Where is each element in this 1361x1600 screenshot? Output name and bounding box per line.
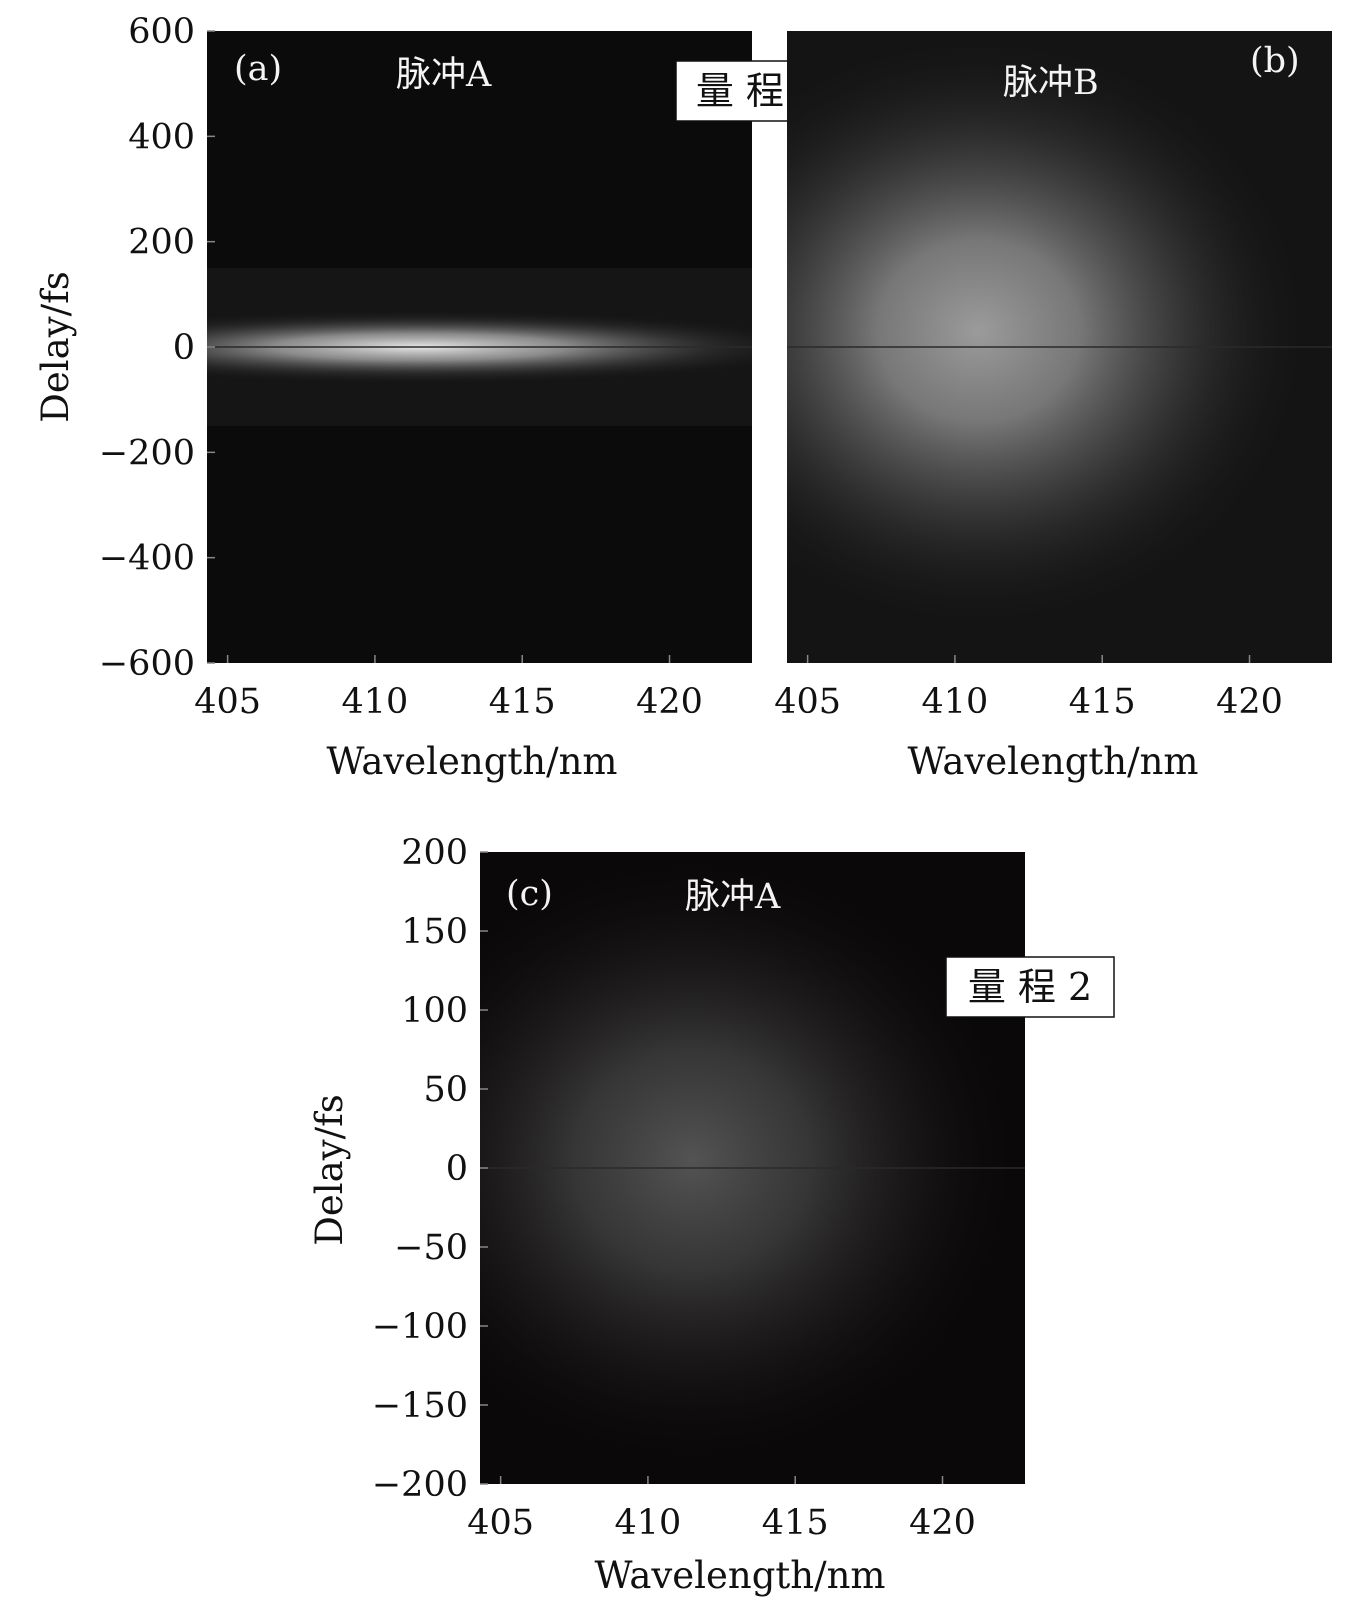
y-tick-label: 100 xyxy=(401,991,468,1031)
x-tick-label: 405 xyxy=(774,682,841,722)
panel-label-c: (c) xyxy=(506,874,553,914)
y-tick-label: 0 xyxy=(446,1149,468,1189)
y-axis-title-a: Delay/fs xyxy=(34,271,77,423)
y-tick-label: −400 xyxy=(99,539,195,579)
x-tick-label: 415 xyxy=(489,682,556,722)
x-tick-label: 410 xyxy=(922,682,989,722)
panel-title-b: 脉冲B xyxy=(1003,63,1099,103)
x-tick-label: 410 xyxy=(342,682,409,722)
x-axis-title-c: Wavelength/nm xyxy=(595,1554,886,1597)
x-axis-ticks-c: 405 410 415 420 xyxy=(467,1476,976,1543)
y-tick-label: 600 xyxy=(128,12,195,52)
panel-title-a: 脉冲A xyxy=(396,55,492,95)
x-tick-label: 405 xyxy=(467,1503,534,1543)
y-tick-label: 50 xyxy=(423,1070,468,1110)
x-axis-title-a: Wavelength/nm xyxy=(327,740,618,783)
x-axis-ticks-b: 405 410 415 420 xyxy=(774,655,1283,722)
panel-c: 200 150 100 50 0 −50 −100 −150 −200 405 410 415 420… xyxy=(308,833,1025,1597)
y-tick-label: −200 xyxy=(372,1465,468,1505)
range-label-2-text: 量 程 2 xyxy=(968,965,1092,1009)
y-tick-label: −50 xyxy=(394,1228,468,1268)
x-tick-label: 415 xyxy=(1069,682,1136,722)
y-tick-label: 200 xyxy=(401,833,468,873)
panel-title-c: 脉冲A xyxy=(685,877,781,917)
y-tick-label: 150 xyxy=(401,912,468,952)
y-axis-ticks-a: 600 400 200 0 −200 −400 −600 xyxy=(99,12,215,684)
x-tick-label: 420 xyxy=(636,682,703,722)
x-axis-ticks-a: 405 410 415 420 xyxy=(194,655,703,722)
y-tick-label: 0 xyxy=(173,328,195,368)
y-tick-label: −200 xyxy=(99,433,195,473)
y-tick-label: −600 xyxy=(99,644,195,684)
y-axis-title-c: Delay/fs xyxy=(308,1094,351,1246)
y-axis-ticks-c: 200 150 100 50 0 −50 −100 −150 −200 xyxy=(372,833,488,1505)
x-tick-label: 420 xyxy=(1216,682,1283,722)
x-tick-label: 415 xyxy=(762,1503,829,1543)
heatmap-b-intensity xyxy=(787,31,1316,633)
heatmap-c-intensity xyxy=(480,852,1025,1473)
x-tick-label: 405 xyxy=(194,682,261,722)
panel-label-a: (a) xyxy=(234,49,282,89)
range-label-2: 量 程 2 xyxy=(945,956,1115,1018)
panel-label-b: (b) xyxy=(1250,41,1300,81)
x-tick-label: 410 xyxy=(615,1503,682,1543)
x-tick-label: 420 xyxy=(909,1503,976,1543)
y-tick-label: −150 xyxy=(372,1386,468,1426)
y-tick-label: 400 xyxy=(128,117,195,157)
y-tick-label: 200 xyxy=(128,223,195,263)
x-axis-title-b: Wavelength/nm xyxy=(908,740,1199,783)
panel-b: 405 410 415 420 (b) 脉冲B Wavelength/nm xyxy=(774,31,1332,783)
y-tick-label: −100 xyxy=(372,1307,468,1347)
